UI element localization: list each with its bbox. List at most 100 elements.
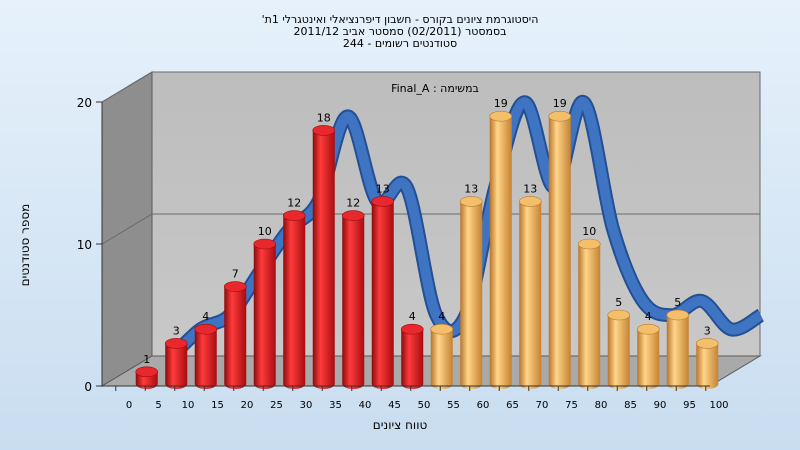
bar-value-label: 7: [232, 268, 239, 281]
bar-top: [577, 238, 601, 250]
bar-top: [400, 323, 424, 335]
bar-value-label: 4: [202, 310, 209, 323]
x-tick-label: 0: [126, 400, 132, 411]
bar-body: [696, 343, 719, 389]
bar-value-label: 19: [494, 97, 508, 110]
bar: [223, 281, 247, 389]
bar-body: [283, 215, 306, 389]
bar: [194, 323, 218, 389]
x-axis-label: טווח ציונים: [372, 418, 428, 432]
bar-value-label: 18: [317, 111, 331, 124]
bar-body: [607, 315, 630, 389]
bar-body: [312, 130, 335, 389]
bar-top: [459, 196, 483, 207]
bar-body: [253, 244, 276, 389]
bar-top: [518, 196, 542, 207]
x-tick-label: 30: [300, 400, 313, 411]
x-tick-label: 80: [595, 400, 608, 411]
chart-title-line-3: סטודנטים רשומים - 244: [342, 37, 458, 50]
gridline: [101, 71, 760, 103]
bar-top: [194, 323, 218, 335]
bar: [164, 338, 188, 389]
x-tick-label: 90: [654, 400, 667, 411]
x-tick-label: 60: [477, 400, 490, 411]
bar: [135, 366, 159, 389]
bar-body: [430, 329, 453, 389]
bar: [607, 309, 631, 389]
bar-top: [489, 110, 513, 122]
bar-body: [460, 201, 483, 389]
bar-body: [342, 215, 365, 389]
x-tick-label: 70: [536, 400, 549, 411]
x-tick-label: 50: [418, 400, 431, 411]
x-tick-label: 95: [683, 400, 696, 411]
bar: [312, 125, 336, 389]
bar-value-label: 19: [553, 97, 567, 110]
bar-top: [341, 210, 365, 221]
bar-value-label: 13: [376, 182, 390, 195]
y-tick-label: 10: [77, 238, 92, 252]
bar-body: [637, 329, 660, 389]
y-tick-label: 0: [84, 380, 92, 394]
x-tick-label: 5: [155, 400, 161, 411]
bar: [400, 323, 424, 389]
x-tick-label: 10: [182, 400, 195, 411]
bar: [548, 110, 572, 389]
bar-top: [666, 309, 690, 321]
chart-title-line-2: בסמסטר (02/2011) סמסטר אביב 2011/12: [293, 25, 507, 38]
x-tick-label: 45: [388, 400, 401, 411]
bar-body: [519, 201, 542, 389]
bar: [430, 323, 454, 389]
bar-top: [253, 238, 277, 250]
x-tick-label: 25: [270, 400, 283, 411]
bar-top: [695, 338, 719, 349]
bar: [253, 238, 277, 389]
bar-body: [401, 329, 424, 389]
bar-body: [165, 343, 188, 389]
x-tick-label: 20: [241, 400, 254, 411]
x-tick-label: 75: [565, 400, 578, 411]
bar: [459, 196, 483, 389]
bar-value-label: 5: [615, 296, 622, 309]
series-label: במשימה : Final_A: [391, 82, 479, 95]
bar: [518, 196, 542, 389]
bar-top: [282, 210, 306, 221]
x-tick-label: 55: [447, 400, 460, 411]
bar: [695, 338, 719, 389]
bar-top: [223, 281, 247, 292]
bar-value-label: 1: [143, 353, 150, 366]
chart-title-line-1: היסטוגרמת ציונים בקורס - חשבון דיפרנציאל…: [261, 13, 539, 26]
bar-value-label: 5: [674, 296, 681, 309]
bar-body: [578, 244, 601, 389]
bar-value-label: 10: [582, 225, 596, 238]
bar-top: [548, 110, 572, 122]
bar-top: [312, 125, 336, 136]
bar-body: [371, 201, 394, 389]
x-tick-label: 15: [211, 400, 224, 411]
y-tick-label: 20: [77, 96, 92, 110]
bar-value-label: 4: [645, 310, 652, 323]
bar-body: [224, 286, 247, 389]
bar-value-label: 13: [464, 182, 478, 195]
bar-top: [607, 309, 631, 321]
y-axis-label: מספר סטודנטים: [18, 203, 32, 287]
bar: [636, 323, 660, 389]
bar: [341, 210, 365, 389]
x-tick-label: 100: [709, 400, 728, 411]
bar-value-label: 13: [523, 182, 537, 195]
bar-top: [430, 323, 454, 335]
bar-value-label: 4: [438, 310, 445, 323]
bar-value-label: 12: [287, 197, 301, 210]
x-tick-label: 85: [624, 400, 637, 411]
bar-body: [194, 329, 217, 389]
bar: [371, 196, 395, 389]
bar-value-label: 4: [409, 310, 416, 323]
bar-value-label: 3: [173, 324, 180, 337]
bar-value-label: 12: [346, 197, 360, 210]
bar: [489, 110, 513, 389]
bar-top: [636, 323, 660, 335]
bar-body: [548, 116, 571, 389]
bar-top: [371, 196, 395, 207]
